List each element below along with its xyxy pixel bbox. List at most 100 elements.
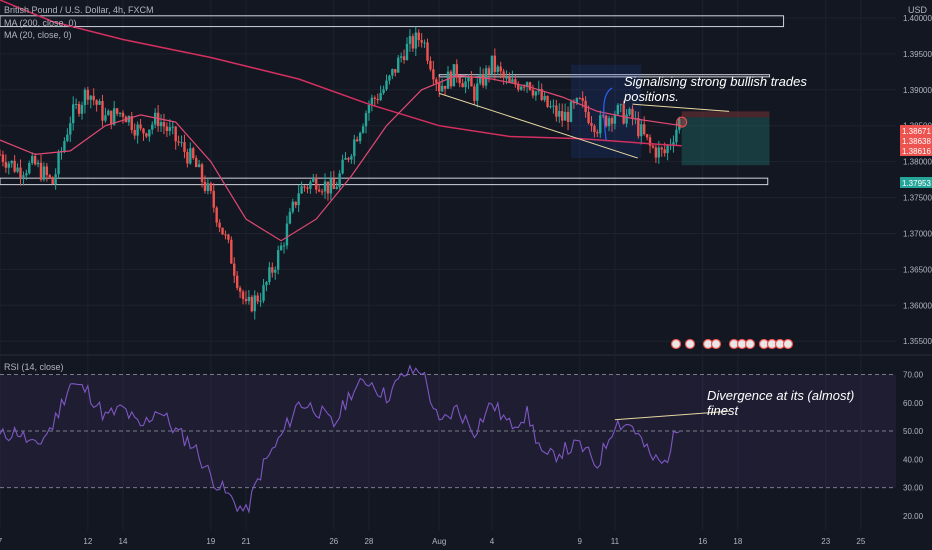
symbol-legend: British Pound / U.S. Dollar, 4h, FXCM	[4, 5, 154, 15]
candle-body	[596, 132, 599, 134]
candle-body	[180, 142, 183, 144]
candle-body	[411, 36, 415, 49]
candle-body	[493, 55, 497, 72]
trendline-0	[439, 92, 638, 159]
candle-body	[297, 193, 300, 206]
candle-body	[95, 100, 98, 105]
position-target-area	[681, 117, 770, 166]
candle-body	[259, 300, 262, 302]
candle-body	[672, 142, 675, 145]
candle-body	[271, 267, 274, 273]
candle-body	[549, 106, 552, 108]
candle-body	[555, 105, 558, 117]
candle-body	[282, 245, 286, 247]
candle-body	[666, 145, 669, 154]
price-tick-label: 1.37000	[903, 229, 932, 238]
candle-body	[309, 181, 312, 189]
candle-body	[426, 42, 429, 61]
time-tick-label: 28	[364, 537, 373, 546]
rsi-tick-label: 30.00	[903, 484, 924, 493]
time-tick-label: 9	[578, 537, 583, 546]
candle-body	[291, 201, 295, 212]
candle-body	[203, 181, 207, 191]
divergence-annotation: Divergence at its (almost) finest	[707, 388, 855, 418]
candle-body	[341, 159, 344, 174]
event-flag-icon	[710, 338, 722, 350]
price-label-box	[900, 177, 932, 188]
candle-body	[209, 183, 213, 191]
candle-body	[432, 69, 435, 80]
candle-body	[4, 161, 8, 168]
candle-body	[382, 89, 385, 93]
candle-body	[566, 111, 570, 122]
candle-body	[118, 112, 122, 114]
candle-body	[317, 189, 321, 192]
candle-body	[367, 104, 371, 114]
candle-body	[479, 74, 482, 84]
price-tick-label: 1.37500	[903, 194, 932, 203]
candle-body	[151, 124, 154, 130]
candle-body	[16, 167, 19, 172]
candle-body	[660, 147, 663, 150]
candle-body	[262, 285, 265, 301]
candle-body	[581, 98, 584, 101]
candle-body	[183, 142, 186, 152]
candle-body	[438, 82, 441, 92]
candle-body	[657, 147, 661, 158]
candle-body	[490, 55, 494, 75]
candle-body	[224, 234, 227, 236]
candle-body	[300, 186, 303, 194]
candle-body	[552, 105, 555, 107]
candle-body	[499, 66, 502, 72]
candle-body	[22, 175, 25, 178]
candle-body	[145, 133, 148, 137]
candle-body	[356, 139, 359, 142]
candle-body	[197, 164, 201, 168]
currency-label: USD	[908, 5, 928, 15]
candle-body	[13, 160, 16, 172]
candle-body	[663, 149, 666, 154]
rsi-pane	[0, 364, 896, 515]
candle-body	[86, 89, 90, 100]
candle-body	[455, 64, 458, 78]
candle-body	[112, 108, 116, 125]
candle-body	[54, 174, 57, 185]
rsi-tick-label: 40.00	[903, 455, 924, 464]
candle-body	[306, 187, 309, 189]
candle-body	[470, 77, 473, 87]
candle-body	[543, 95, 546, 100]
candle-body	[461, 83, 464, 88]
candle-body	[347, 157, 350, 160]
candle-body	[110, 110, 113, 125]
candle-body	[484, 68, 488, 86]
candle-body	[373, 97, 376, 99]
candle-body	[440, 85, 444, 92]
candle-body	[326, 181, 330, 194]
candle-body	[443, 85, 447, 89]
time-tick-label: 21	[242, 537, 251, 546]
event-flag-icon	[684, 338, 696, 350]
time-tick-label: 14	[119, 537, 128, 546]
price-label-text: 1.38671	[902, 127, 931, 136]
candle-body	[288, 211, 292, 224]
candle-body	[619, 104, 622, 106]
candle-body	[159, 122, 163, 127]
candle-body	[200, 164, 204, 182]
candle-body	[28, 162, 31, 174]
candle-body	[420, 40, 423, 43]
candle-body	[364, 113, 368, 127]
candle-body	[274, 269, 277, 273]
candle-body	[25, 173, 28, 176]
last-price-marker	[676, 116, 688, 128]
candle-body	[517, 84, 520, 90]
candle-body	[253, 295, 256, 312]
candle-body	[379, 92, 382, 101]
candle-body	[320, 191, 324, 193]
rsi-tick-label: 60.00	[903, 399, 924, 408]
candle-body	[323, 181, 327, 192]
candle-body	[130, 116, 133, 130]
price-tick-label: 1.39000	[903, 86, 932, 95]
candle-body	[48, 175, 51, 178]
candle-body	[7, 163, 10, 168]
